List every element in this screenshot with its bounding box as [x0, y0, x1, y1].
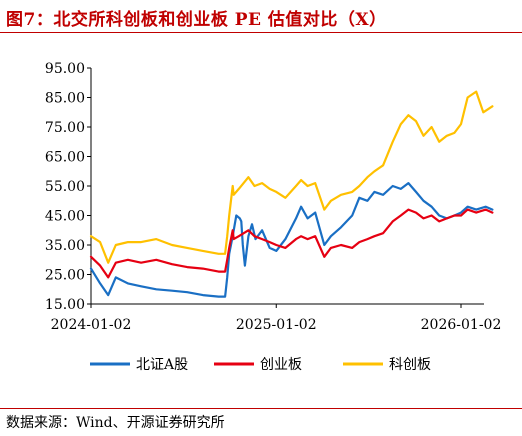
series-line-2: [89, 208, 494, 279]
chart-series: [89, 90, 494, 298]
chart-title: 图7：北交所科创板和创业板 PE 估值对比（X）: [6, 10, 387, 30]
y-tick-label: 95.00: [45, 61, 85, 77]
x-tick-label: 2026-01-02: [421, 317, 502, 333]
x-tick-label: 2024-01-02: [51, 317, 132, 333]
y-tick-label: 45.00: [45, 209, 85, 225]
y-tick-label: 85.00: [45, 91, 85, 107]
source-divider: [0, 408, 522, 409]
y-tick-label: 65.00: [45, 150, 85, 166]
y-tick-label: 35.00: [45, 238, 85, 254]
series-line-3: [89, 90, 494, 264]
legend-label-1: 北证A股: [136, 357, 188, 373]
line-chart: 95.00 85.00 75.00 65.00 55.00 45.00 35.00 25.00…: [45, 61, 501, 373]
source-note: 数据来源：Wind、开源证券研究所: [6, 415, 225, 431]
y-tick-label: 75.00: [45, 120, 85, 136]
title-divider: [0, 32, 522, 33]
y-tick-label: 55.00: [45, 179, 85, 195]
y-tick-label: 15.00: [45, 297, 85, 313]
legend-label-3: 科创板: [389, 357, 431, 373]
chart-legend: 北证A股 创业板 科创板: [90, 357, 431, 373]
chart-axes: 95.00 85.00 75.00 65.00 55.00 45.00 35.00 25.00…: [45, 61, 501, 333]
legend-label-2: 创业板: [260, 357, 302, 373]
series-line-1: [89, 182, 494, 298]
y-tick-label: 25.00: [45, 268, 85, 284]
x-tick-label: 2025-01-02: [236, 317, 317, 333]
